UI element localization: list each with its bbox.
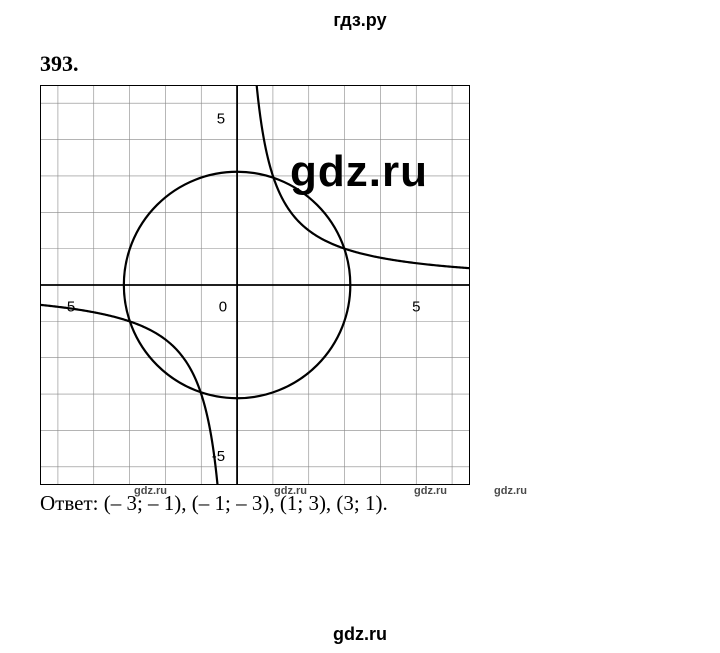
problem-number: 393. <box>40 51 680 77</box>
watermark-small-3: gdz.ru <box>414 485 447 497</box>
chart-container: 5-5-550 gdz.ru <box>40 85 470 485</box>
svg-text:5: 5 <box>412 298 420 315</box>
coordinate-chart: 5 -5 -5 5 0 <box>40 85 470 485</box>
svg-text:0: 0 <box>219 298 227 315</box>
answer-label: Ответ: <box>40 491 104 515</box>
watermark-small-4: gdz.ru <box>494 485 527 497</box>
header-logo: гдз.ру <box>0 0 720 31</box>
svg-text:-5: -5 <box>212 448 225 465</box>
svg-text:5: 5 <box>217 111 225 128</box>
svg-text:-5: -5 <box>62 298 75 315</box>
content-area: 393. 5 -5 -5 5 0 gdz.ru Ответ: (– 3; – 1), (… <box>0 31 720 536</box>
answer-line: Ответ: (– 3; – 1), (– 1; – 3), (1; 3), (… <box>40 491 680 516</box>
answer-points: (– 3; – 1), (– 1; – 3), (1; 3), (3; 1). <box>104 491 388 515</box>
footer-logo: gdz.ru <box>0 624 720 645</box>
